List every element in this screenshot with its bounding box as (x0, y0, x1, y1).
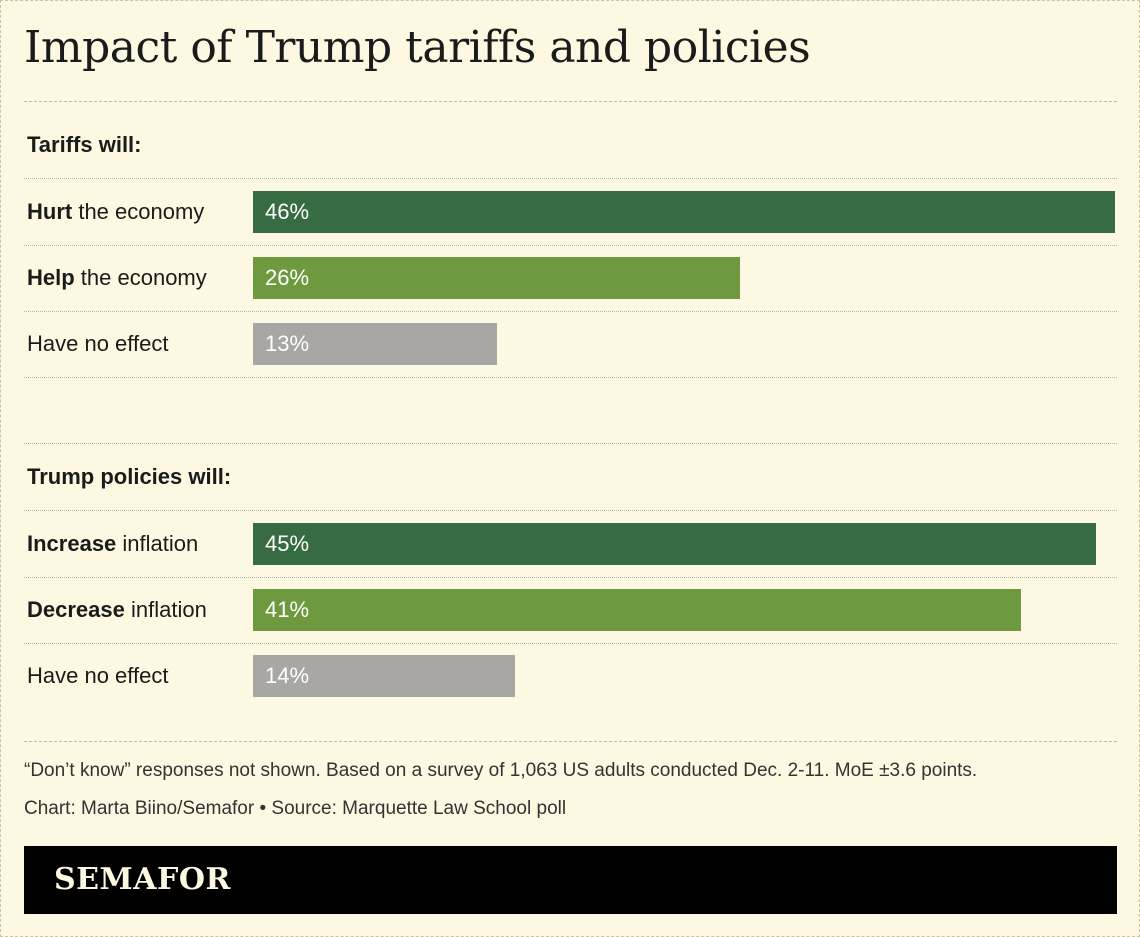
row-label-hurt-economy: Hurt the economy (27, 199, 204, 225)
section-title-tariffs: Tariffs will: (27, 132, 142, 157)
bar-no-effect-tariffs: 13% (253, 323, 497, 365)
row-label-rest: the economy (74, 265, 207, 290)
section-title-policies: Trump policies will: (27, 464, 232, 489)
bar-value-label: 41% (265, 597, 310, 622)
bar-hurt-economy: 46% (253, 191, 1115, 233)
bar-value-label: 46% (265, 199, 310, 224)
semafor-logo: SEMAFOR (54, 862, 231, 897)
row-label-decrease-inflation: Decrease inflation (27, 597, 207, 623)
bar-no-effect-policies: 14% (253, 655, 515, 697)
row-label-bold: Increase (27, 531, 117, 556)
row-label-rest: inflation (124, 597, 207, 622)
row-label-bold: Hurt (27, 199, 73, 224)
source-credit: Chart: Marta Biino/Semafor • Source: Mar… (24, 798, 567, 819)
methodology-note: “Don’t know” responses not shown. Based … (24, 760, 978, 781)
bar-value-label: 26% (265, 265, 310, 290)
divider (24, 245, 1117, 246)
row-label-rest: Have no effect (27, 331, 169, 356)
row-label-rest: inflation (116, 531, 199, 556)
bar-value-label: 13% (265, 331, 310, 356)
row-label-no-effect-policies: Have no effect (27, 663, 168, 689)
title-divider (24, 101, 1117, 102)
bar-decrease-inflation: 41% (253, 589, 1021, 631)
bar-value-label: 45% (265, 531, 310, 556)
divider (24, 311, 1117, 312)
footer-brand-bar: SEMAFOR (24, 846, 1117, 914)
divider (24, 643, 1117, 644)
notes-divider (24, 741, 1117, 742)
divider (24, 178, 1117, 179)
row-label-bold: Decrease (27, 597, 125, 622)
bar-help-economy: 26% (253, 257, 740, 299)
row-label-bold: Help (27, 265, 75, 290)
row-label-rest: the economy (72, 199, 205, 224)
row-label-help-economy: Help the economy (27, 265, 207, 291)
chart-title: Impact of Trump tariffs and policies (24, 22, 811, 73)
divider (24, 510, 1117, 511)
bar-increase-inflation: 45% (253, 523, 1096, 565)
divider (24, 377, 1117, 378)
row-label-no-effect-tariffs: Have no effect (27, 331, 168, 357)
divider (24, 577, 1117, 578)
divider (24, 443, 1117, 444)
row-label-rest: Have no effect (27, 663, 169, 688)
bar-value-label: 14% (265, 663, 310, 688)
row-label-increase-inflation: Increase inflation (27, 531, 198, 557)
